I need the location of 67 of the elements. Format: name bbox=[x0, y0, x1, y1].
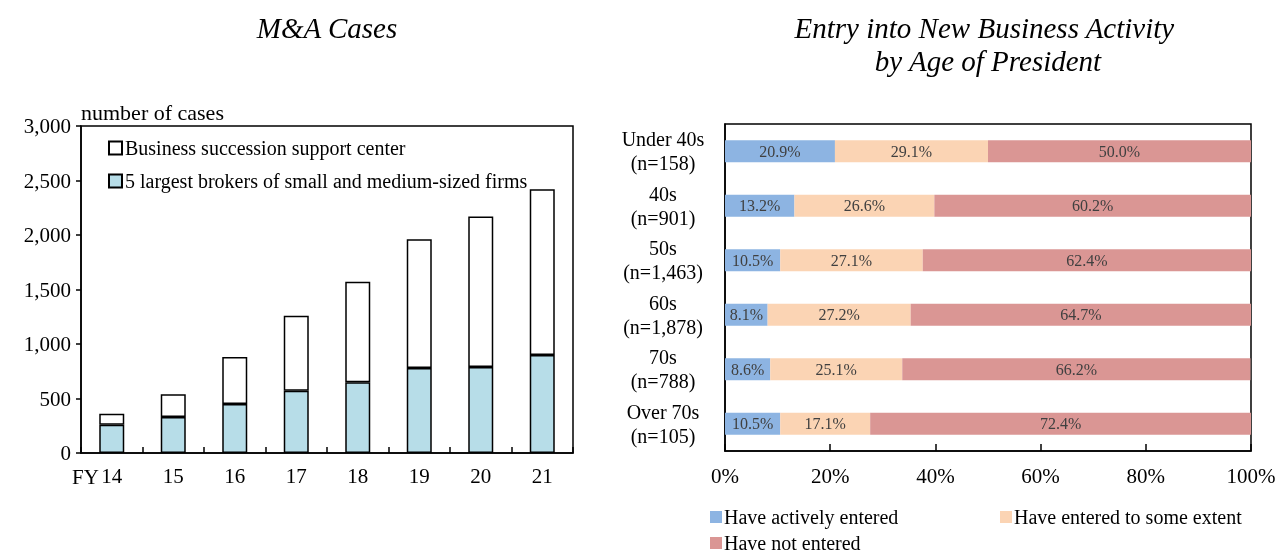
y-tick-label: 70s (n=788) bbox=[630, 346, 696, 394]
x-tick-label: 14 bbox=[101, 463, 123, 488]
x-tick-label: 40% bbox=[916, 463, 955, 488]
legend-label: 5 largest brokers of small and medium-sized firms bbox=[125, 170, 528, 193]
data-label: 10.5% bbox=[731, 251, 774, 269]
data-label: 27.1% bbox=[830, 251, 873, 269]
bar bbox=[910, 303, 1251, 326]
y-tick-label: 60s (n=1,878) bbox=[623, 291, 703, 339]
x-tick-label: 60% bbox=[1021, 463, 1060, 488]
data-label: 62.4% bbox=[1066, 251, 1108, 269]
x-axis-title: FY bbox=[72, 464, 99, 489]
bar bbox=[934, 194, 1251, 217]
data-label: 66.2% bbox=[1055, 360, 1098, 378]
data-label: 50.0% bbox=[1098, 142, 1141, 160]
y-tick-label: 0 bbox=[60, 441, 71, 465]
bar bbox=[780, 249, 923, 272]
x-tick-label: 20% bbox=[810, 463, 850, 488]
x-tick-label: 20 bbox=[470, 463, 492, 488]
data-label: 27.2% bbox=[818, 306, 860, 324]
data-label: 8.6% bbox=[730, 360, 765, 378]
bar bbox=[902, 358, 1251, 381]
bar bbox=[988, 140, 1251, 163]
data-label: 10.5% bbox=[731, 415, 774, 433]
x-tick-label: 100% bbox=[1226, 463, 1276, 488]
data-label: 17.1% bbox=[804, 415, 846, 433]
y-tick-label: 500 bbox=[39, 386, 71, 411]
y-tick-label: 50s (n=1,463) bbox=[623, 237, 703, 285]
y-tick-label: 3,000 bbox=[23, 114, 71, 138]
data-label: 60.2% bbox=[1072, 197, 1114, 215]
x-tick-label: 19 bbox=[408, 463, 430, 488]
y-tick-label: 2,500 bbox=[23, 168, 71, 193]
bar bbox=[767, 303, 911, 326]
data-label: 25.1% bbox=[815, 360, 857, 378]
legend-label: Have not entered bbox=[724, 532, 861, 552]
y-axis-title: number of cases bbox=[81, 99, 224, 125]
data-label: 20.9% bbox=[759, 142, 801, 160]
x-tick-label: 18 bbox=[347, 463, 369, 488]
data-label: 29.1% bbox=[890, 142, 933, 160]
y-tick-label: 40s (n=901) bbox=[630, 182, 696, 230]
bar bbox=[725, 140, 835, 163]
bar bbox=[922, 249, 1251, 272]
data-label: 72.4% bbox=[1039, 415, 1082, 433]
x-tick-label: 80% bbox=[1126, 463, 1166, 488]
data-label: 26.6% bbox=[843, 197, 886, 215]
x-tick-label: 17 bbox=[285, 463, 307, 488]
data-label: 8.1% bbox=[729, 306, 763, 324]
y-tick-label: Under 40s (n=158) bbox=[621, 128, 705, 176]
y-tick-label: 2,000 bbox=[23, 223, 71, 247]
bar bbox=[780, 412, 871, 435]
bar bbox=[770, 358, 903, 381]
legend-label: Have actively entered bbox=[724, 506, 899, 529]
legend-label: Business succession support center bbox=[125, 137, 406, 160]
x-tick-label: 0% bbox=[711, 463, 739, 488]
bar bbox=[870, 412, 1251, 435]
chart-title: Entry into New Business Activity by Age of President bbox=[793, 11, 1182, 77]
bar bbox=[834, 140, 988, 163]
data-label: 64.7% bbox=[1060, 306, 1102, 324]
x-tick-label: 16 bbox=[224, 463, 246, 488]
y-tick-label: Over 70s (n=105) bbox=[626, 400, 700, 448]
x-tick-label: 15 bbox=[162, 463, 184, 488]
legend-label: Have entered to some extent bbox=[1014, 506, 1243, 528]
y-tick-label: 1,500 bbox=[23, 277, 71, 302]
chart-title: M&A Cases bbox=[255, 11, 398, 44]
y-tick-label: 1,000 bbox=[23, 332, 71, 356]
data-label: 13.2% bbox=[739, 197, 781, 215]
bar bbox=[794, 194, 935, 217]
x-tick-label: 21 bbox=[531, 463, 553, 488]
